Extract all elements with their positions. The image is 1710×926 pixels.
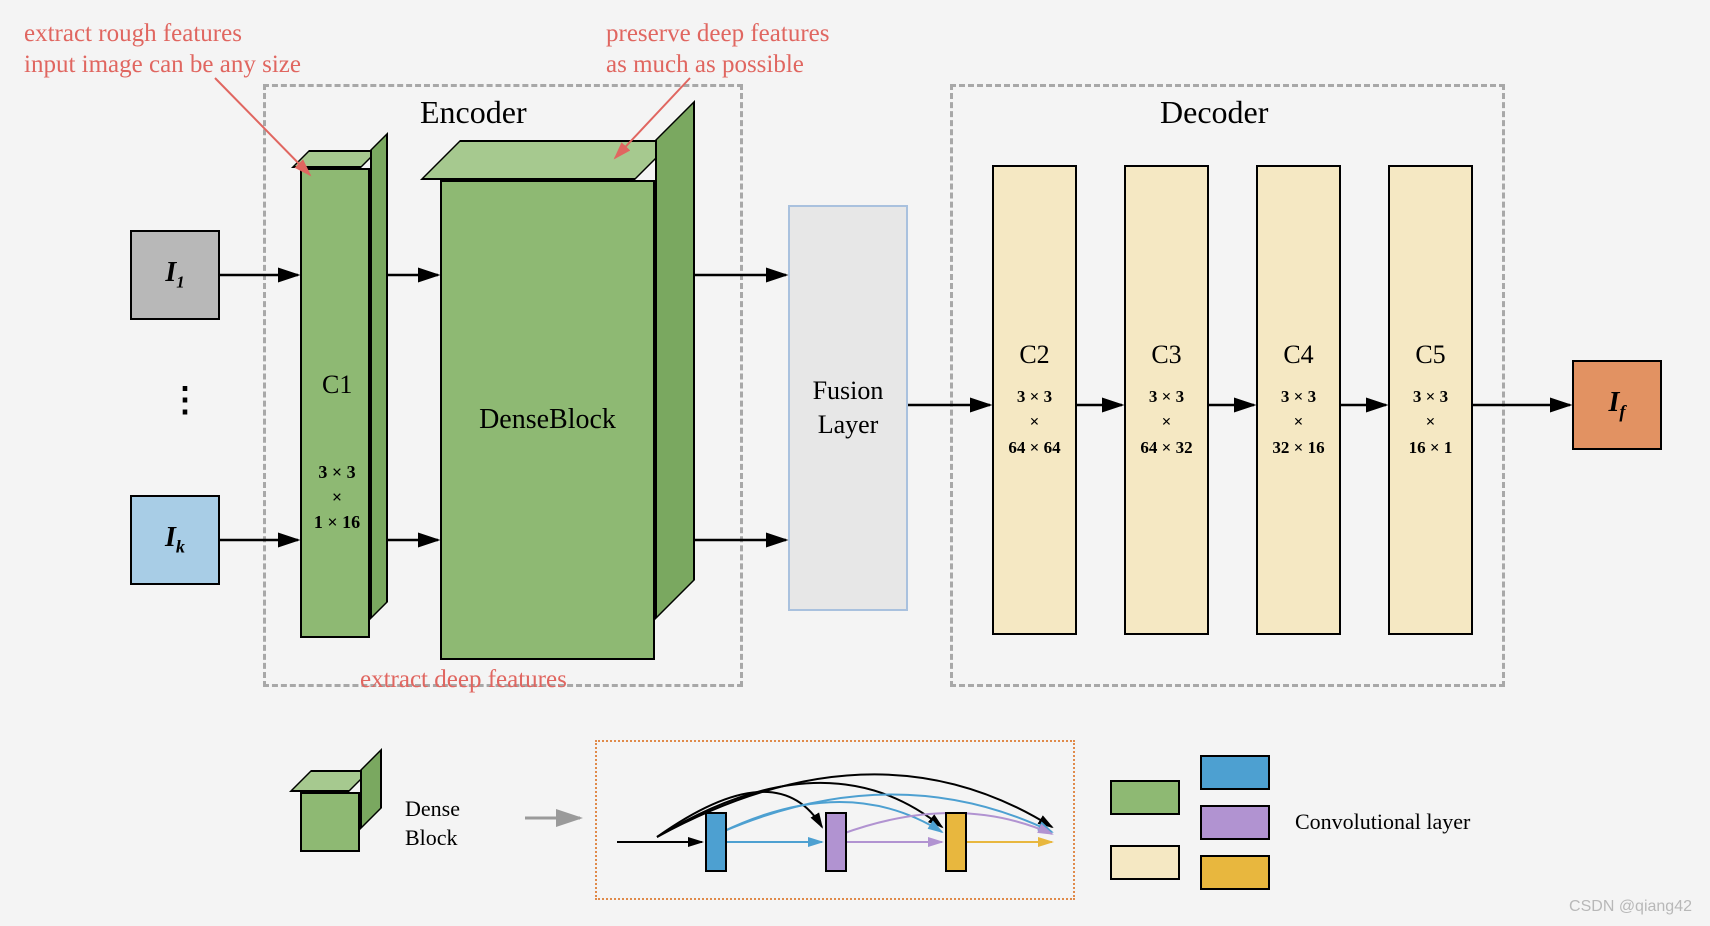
swatch-purple [1200, 805, 1270, 840]
legend-denseblock-label: DenseBlock [405, 795, 460, 852]
swatch-yellow [1200, 855, 1270, 890]
legend-conv-yellow [945, 812, 967, 872]
legend-conv-blue [705, 812, 727, 872]
swatch-blue [1200, 755, 1270, 790]
watermark: CSDN @qiang42 [1569, 898, 1692, 916]
swatch-green [1110, 780, 1180, 815]
diagram-canvas: extract rough features input image can b… [0, 0, 1710, 926]
mini-front-face [300, 792, 360, 852]
legend-denseblock-detail [595, 740, 1075, 900]
swatch-cream [1110, 845, 1180, 880]
legend-conv-purple [825, 812, 847, 872]
legend-conv-label: Convolutional layer [1295, 808, 1470, 837]
